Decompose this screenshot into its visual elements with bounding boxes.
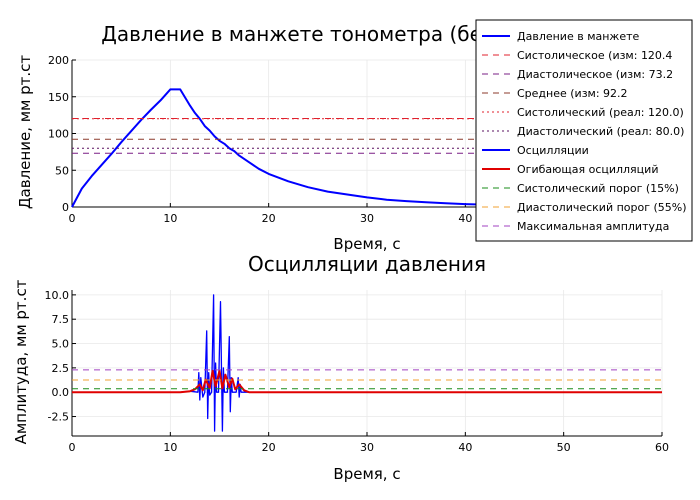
legend-label-0: Давление в манжете — [517, 30, 640, 43]
oscillation-x-tick-label: 10 — [163, 441, 177, 454]
pressure-tick-labels: 0 10 20 30 40 0 50 100 150 200 — [48, 54, 472, 225]
oscillation-chart-title: Осцилляции давления — [248, 252, 486, 276]
oscillation-y-tick-label: 5.0 — [52, 338, 70, 351]
oscillation-grid — [71, 290, 663, 436]
pressure-y-tick-label: 0 — [62, 201, 69, 214]
legend-label-4: Систолический (реал: 120.0) — [517, 106, 684, 119]
pressure-y-tick-label: 100 — [48, 128, 69, 141]
oscillation-y-tick-label: 0.0 — [52, 386, 70, 399]
oscillation-chart: 0 10 20 30 40 50 60 -2.5 0.0 2.5 5.0 7.5 10.0 Осцилл… — [12, 252, 669, 483]
oscillation-y-tick-label: 7.5 — [52, 313, 70, 326]
legend-label-9: Диастолический порог (55%) — [517, 201, 687, 214]
legend: Давление в манжете Систолическое (изм: 12… — [475, 19, 693, 242]
legend-label-7: Огибающая осцилляций — [517, 163, 658, 176]
oscillation-tick-labels: 0 10 20 30 40 50 60 -2.5 0.0 2.5 5.0 7.5 10.0 — [45, 289, 670, 454]
oscillation-y-tick-label: -2.5 — [48, 411, 69, 424]
legend-box — [475, 19, 693, 242]
oscillation-x-tick-label: 50 — [557, 441, 571, 454]
legend-label-8: Систолический порог (15%) — [517, 182, 679, 195]
oscillation-x-tick-label: 40 — [458, 441, 472, 454]
oscillation-x-tick-label: 60 — [655, 441, 669, 454]
oscillation-y-tick-label: 10.0 — [45, 289, 70, 302]
legend-label-6: Осцилляции — [517, 144, 589, 157]
pressure-series-0-line — [71, 88, 663, 208]
legend-label-1: Систолическое (изм: 120.4 — [517, 49, 672, 62]
pressure-x-tick-label: 30 — [360, 212, 374, 225]
oscillation-series — [72, 294, 662, 432]
pressure-x-tick-label: 40 — [458, 212, 472, 225]
legend-label-2: Диастолическое (изм: 73.2 — [517, 68, 673, 81]
pressure-x-tick-label: 10 — [163, 212, 177, 225]
oscillation-y-axis-label: Амплитуда, мм рт.ст — [12, 279, 30, 444]
oscillation-x-axis-label: Время, с — [333, 465, 400, 483]
pressure-y-axis-label: Давление, мм рт.ст — [16, 55, 34, 210]
pressure-x-tick-label: 0 — [69, 212, 76, 225]
oscillation-x-tick-label: 20 — [262, 441, 276, 454]
legend-label-10: Максимальная амплитуда — [517, 220, 669, 233]
pressure-y-tick-label: 50 — [55, 164, 69, 177]
pressure-x-axis-label: Время, с — [333, 235, 400, 253]
legend-label-5: Диастолический (реал: 80.0) — [517, 125, 684, 138]
oscillation-y-tick-label: 2.5 — [52, 362, 70, 375]
legend-label-3: Среднее (изм: 92.2 — [517, 87, 628, 100]
oscillation-x-tick-label: 0 — [69, 441, 76, 454]
pressure-y-tick-label: 200 — [48, 54, 69, 67]
pressure-x-tick-label: 20 — [262, 212, 276, 225]
pressure-y-tick-label: 150 — [48, 91, 69, 104]
oscillation-x-tick-label: 30 — [360, 441, 374, 454]
